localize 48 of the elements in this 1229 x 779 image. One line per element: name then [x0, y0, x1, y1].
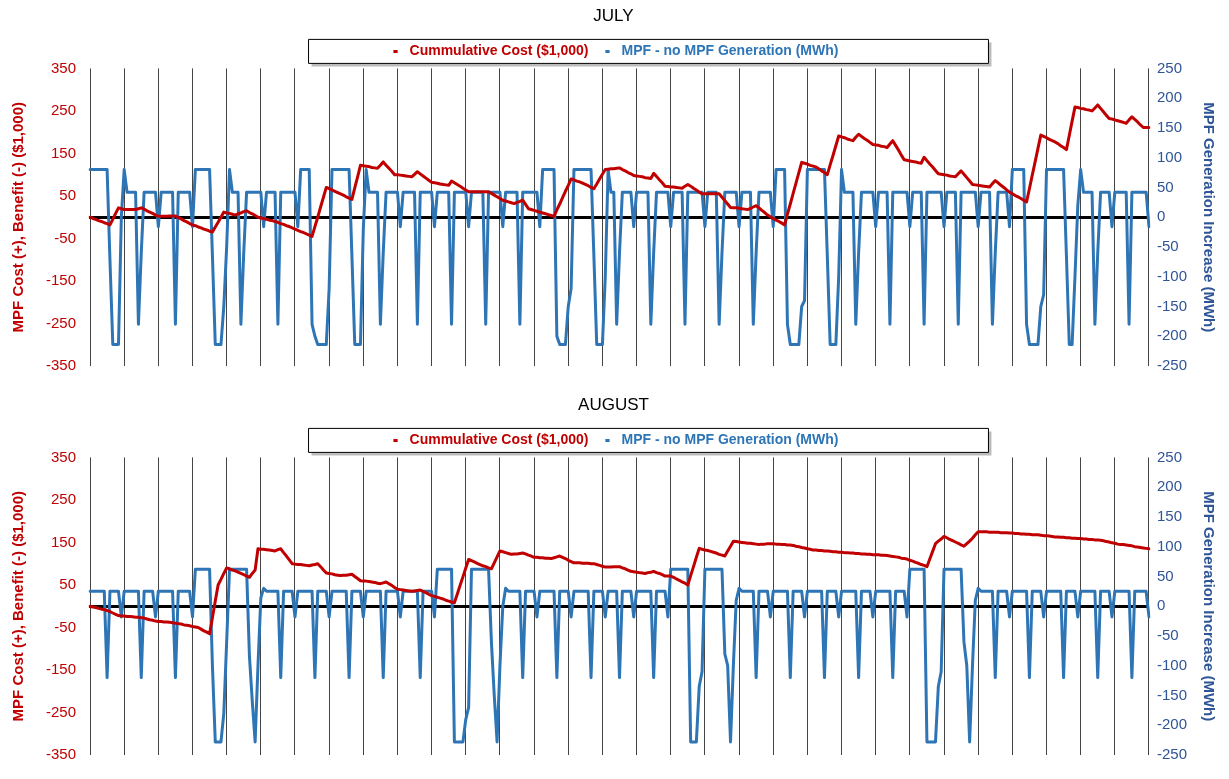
y-tick-label: -250 [45, 702, 77, 720]
y-tick-label: 250 [50, 490, 77, 508]
y-tick-label: 150 [50, 143, 77, 161]
y-tick-label: -350 [45, 745, 77, 763]
y2-tick-label: 50 [1156, 566, 1174, 584]
y2-axis-title: MPF Generation Increase (MWh) [1200, 102, 1218, 333]
y2-tick-label: -50 [1156, 237, 1179, 255]
y2-tick-label: -250 [1156, 745, 1188, 763]
y2-tick-label: -200 [1156, 715, 1188, 733]
y2-tick-label: -100 [1156, 655, 1188, 673]
y-tick-label: 150 [50, 532, 77, 550]
y-tick-label: 350 [50, 58, 77, 76]
y-tick-label: -350 [45, 356, 77, 374]
legend-label: MPF - no MPF Generation (MWh) [621, 431, 839, 448]
y-tick-label: -150 [45, 660, 77, 678]
y2-tick-label: -150 [1156, 296, 1188, 314]
y-tick-label: -250 [45, 313, 77, 331]
y-tick-label: 350 [50, 447, 77, 465]
y2-tick-label: -250 [1156, 356, 1188, 374]
y2-tick-label: 0 [1156, 207, 1166, 225]
y-axis-title: MPF Cost (+), Benefit (-) ($1,000) [9, 101, 27, 333]
y-tick-label: -50 [54, 617, 77, 635]
y2-tick-label: 100 [1156, 147, 1183, 165]
y2-tick-label: 150 [1156, 118, 1183, 136]
y-axis-title: MPF Cost (+), Benefit (-) ($1,000) [9, 490, 27, 722]
y-tick-label: 250 [50, 101, 77, 119]
y2-tick-label: 150 [1156, 507, 1183, 525]
y-tick-label: 50 [59, 575, 77, 593]
y2-tick-label: 250 [1156, 447, 1183, 465]
y2-tick-label: 200 [1156, 477, 1183, 495]
legend-label: MPF - no MPF Generation (MWh) [621, 42, 839, 59]
y2-tick-label: -100 [1156, 266, 1188, 284]
y2-tick-label: 250 [1156, 58, 1183, 76]
y2-tick-label: 50 [1156, 177, 1174, 195]
y-tick-label: 50 [59, 186, 77, 204]
chart-title: JULY [593, 5, 634, 25]
y2-tick-label: -50 [1156, 626, 1179, 644]
y2-axis-title: MPF Generation Increase (MWh) [1200, 491, 1218, 722]
y-tick-label: -150 [45, 271, 77, 289]
y2-tick-label: 200 [1156, 88, 1183, 106]
y2-tick-label: -150 [1156, 685, 1188, 703]
chart-title: AUGUST [578, 394, 649, 414]
y-tick-label: -50 [54, 228, 77, 246]
y2-tick-label: 0 [1156, 596, 1166, 614]
legend-label: Cummulative Cost ($1,000) [409, 431, 589, 448]
y2-tick-label: 100 [1156, 536, 1183, 554]
legend-label: Cummulative Cost ($1,000) [409, 42, 589, 59]
y2-tick-label: -200 [1156, 326, 1188, 344]
